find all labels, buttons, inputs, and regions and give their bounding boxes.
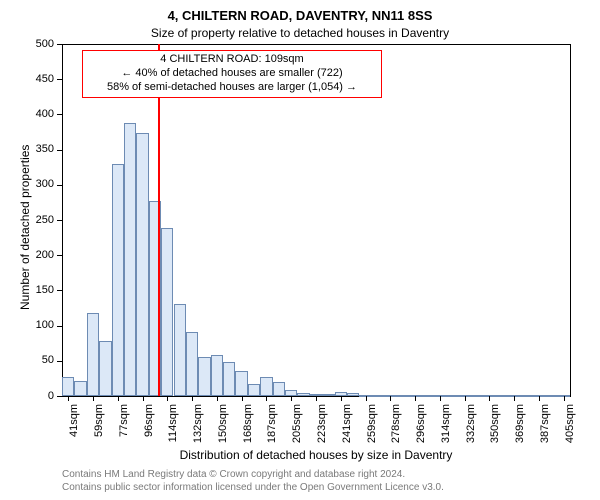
x-tick-label: 132sqm	[192, 404, 204, 452]
x-tick-mark	[291, 396, 292, 401]
histogram-bar	[347, 393, 359, 396]
x-tick-label: 314sqm	[440, 404, 452, 452]
x-tick-mark	[415, 396, 416, 401]
y-tick-label: 400	[22, 108, 54, 120]
histogram-bar	[297, 393, 309, 396]
x-tick-mark	[390, 396, 391, 401]
histogram-bar	[248, 384, 260, 396]
x-tick-mark	[514, 396, 515, 401]
x-tick-mark	[167, 396, 168, 401]
x-tick-mark	[316, 396, 317, 401]
y-tick-label: 450	[22, 73, 54, 85]
x-tick-mark	[118, 396, 119, 401]
y-tick-label: 100	[22, 319, 54, 331]
x-tick-mark	[217, 396, 218, 401]
y-tick-label: 350	[22, 143, 54, 155]
histogram-bar	[397, 395, 409, 397]
histogram-bar	[161, 228, 173, 396]
histogram-bar	[520, 395, 532, 397]
x-tick-mark	[266, 396, 267, 401]
histogram-bar	[372, 395, 384, 397]
y-tick-label: 250	[22, 214, 54, 226]
x-tick-label: 278sqm	[390, 404, 402, 452]
x-tick-label: 259sqm	[366, 404, 378, 452]
x-tick-label: 41sqm	[68, 404, 80, 452]
x-tick-mark	[489, 396, 490, 401]
y-tick-label: 500	[22, 38, 54, 50]
y-tick-label: 50	[22, 354, 54, 366]
x-tick-mark	[440, 396, 441, 401]
histogram-bar	[421, 395, 433, 397]
x-tick-label: 296sqm	[415, 404, 427, 452]
x-tick-label: 350sqm	[489, 404, 501, 452]
page-subtitle: Size of property relative to detached ho…	[0, 26, 600, 40]
histogram-bar	[273, 382, 285, 396]
histogram-bar	[62, 377, 74, 396]
footer-line-2: Contains public sector information licen…	[62, 481, 444, 494]
histogram-bar	[211, 355, 223, 396]
x-tick-label: 205sqm	[291, 404, 303, 452]
x-tick-mark	[143, 396, 144, 401]
x-tick-label: 223sqm	[316, 404, 328, 452]
histogram-bar	[223, 362, 235, 396]
histogram-bar	[99, 341, 111, 396]
histogram-bar	[471, 395, 483, 397]
x-tick-label: 369sqm	[514, 404, 526, 452]
histogram-bar	[174, 304, 186, 396]
x-tick-label: 168sqm	[242, 404, 254, 452]
histogram-bar	[446, 395, 458, 397]
histogram-bar	[235, 371, 247, 396]
y-tick-label: 200	[22, 249, 54, 261]
histogram-bar	[198, 357, 210, 396]
x-tick-label: 96sqm	[143, 404, 155, 452]
y-tick-label: 0	[22, 390, 54, 402]
x-tick-mark	[93, 396, 94, 401]
y-tick-label: 150	[22, 284, 54, 296]
x-tick-mark	[68, 396, 69, 401]
histogram-bar	[322, 394, 334, 396]
x-tick-label: 332sqm	[465, 404, 477, 452]
histogram-bar	[545, 395, 557, 397]
histogram-bar	[496, 395, 508, 397]
annotation-line: ← 40% of detached houses are smaller (72…	[87, 67, 377, 81]
x-tick-mark	[242, 396, 243, 401]
x-tick-label: 187sqm	[266, 404, 278, 452]
footer-line-1: Contains HM Land Registry data © Crown c…	[62, 468, 444, 481]
x-tick-label: 387sqm	[539, 404, 551, 452]
footer-credits: Contains HM Land Registry data © Crown c…	[62, 468, 444, 494]
histogram-bar	[87, 313, 99, 396]
histogram-bar	[260, 377, 272, 396]
histogram-bar	[74, 381, 86, 396]
x-tick-label: 241sqm	[341, 404, 353, 452]
histogram-bar	[186, 332, 198, 396]
x-tick-label: 59sqm	[93, 404, 105, 452]
annotation-box: 4 CHILTERN ROAD: 109sqm← 40% of detached…	[82, 50, 382, 98]
x-tick-label: 77sqm	[118, 404, 130, 452]
x-tick-mark	[366, 396, 367, 401]
y-tick-label: 300	[22, 178, 54, 190]
histogram-bar	[124, 123, 136, 396]
page-title: 4, CHILTERN ROAD, DAVENTRY, NN11 8SS	[0, 8, 600, 23]
x-tick-label: 150sqm	[217, 404, 229, 452]
annotation-line: 4 CHILTERN ROAD: 109sqm	[87, 53, 377, 67]
x-tick-label: 114sqm	[167, 404, 179, 452]
x-tick-label: 405sqm	[564, 404, 576, 452]
annotation-line: 58% of semi-detached houses are larger (…	[87, 81, 377, 95]
x-tick-mark	[564, 396, 565, 401]
x-tick-mark	[192, 396, 193, 401]
histogram-bar	[136, 133, 148, 396]
histogram-bar	[112, 164, 124, 396]
x-tick-mark	[539, 396, 540, 401]
x-tick-mark	[341, 396, 342, 401]
x-tick-mark	[465, 396, 466, 401]
chart-container: 4, CHILTERN ROAD, DAVENTRY, NN11 8SS Siz…	[0, 0, 600, 500]
